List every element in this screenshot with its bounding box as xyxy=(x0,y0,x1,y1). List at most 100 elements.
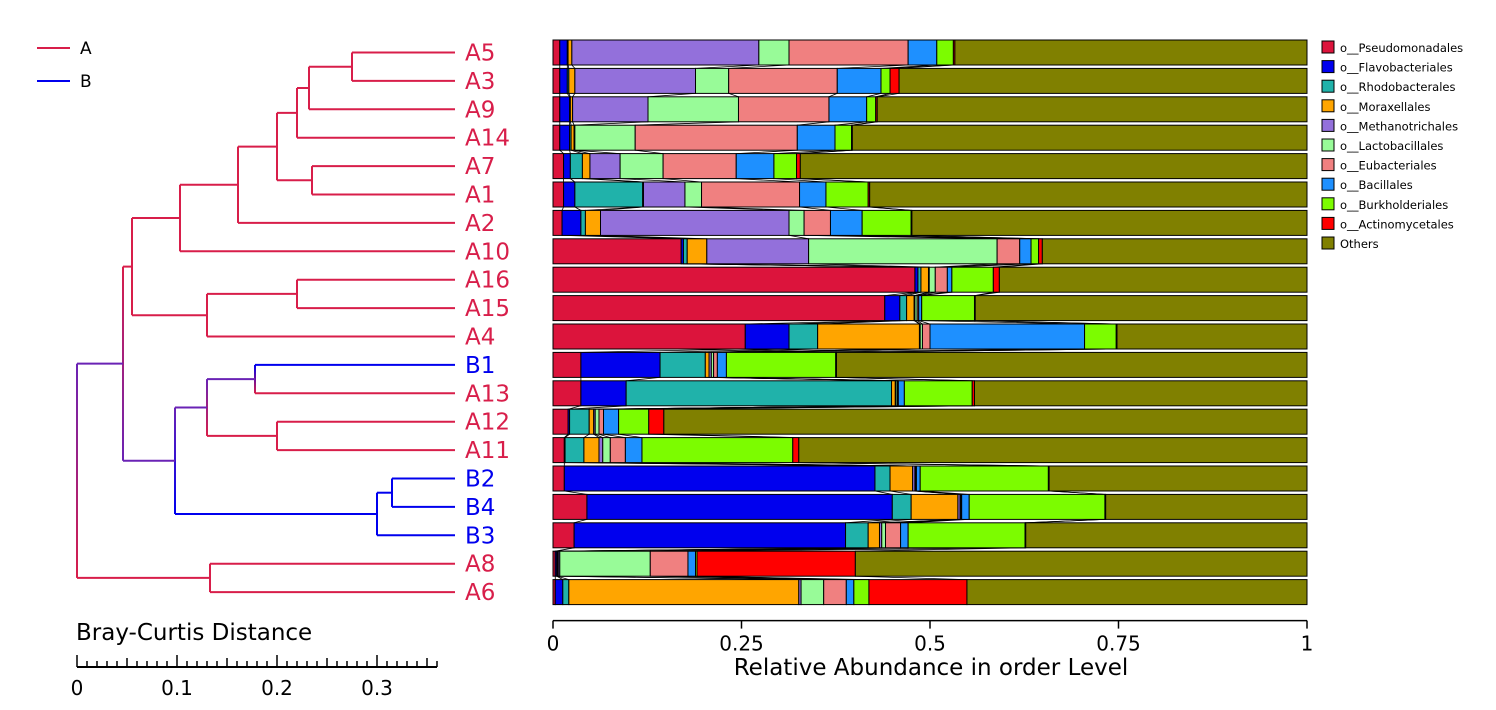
bar-segment-A11-0 xyxy=(552,437,565,464)
leaf-label-A3: A3 xyxy=(465,69,495,95)
connector-line xyxy=(650,575,824,580)
bar-segment-A9-1 xyxy=(559,96,571,123)
connector-line xyxy=(574,149,621,154)
leaf-label-A11: A11 xyxy=(465,438,510,464)
bar-segment-A3-5 xyxy=(695,67,730,94)
connector-line xyxy=(836,377,975,382)
bar-segment-A11-8 xyxy=(641,437,794,464)
connector-line xyxy=(999,263,1043,268)
legend-label: o__Flavobacteriales xyxy=(1340,61,1453,75)
connector-line xyxy=(914,291,930,296)
bar-segment-A2-8 xyxy=(861,209,912,236)
connector-line xyxy=(804,235,998,240)
bar-x-axis: 0 0.25 0.5 0.75 1 xyxy=(547,619,1313,656)
connector-line xyxy=(572,93,576,98)
connector-line xyxy=(800,178,870,183)
bar-segment-A8-10 xyxy=(854,550,1308,577)
bar-segment-A10-6 xyxy=(996,238,1021,265)
bar-segment-A12-6 xyxy=(598,408,605,435)
bar-segment-A1-6 xyxy=(701,181,801,208)
leaf-label-A10: A10 xyxy=(465,239,510,265)
connector-line xyxy=(635,121,739,126)
connector-line xyxy=(736,178,800,183)
bar-segment-A15-8 xyxy=(921,295,975,322)
bar-tick-label: 0 xyxy=(547,632,560,656)
connector-line xyxy=(706,263,929,268)
legend-label: Others xyxy=(1340,237,1379,251)
connector-line xyxy=(800,149,853,154)
bar-segment-A9-8 xyxy=(866,96,877,123)
stacked-bar-panel xyxy=(552,39,1308,606)
leaf-label-A2: A2 xyxy=(465,211,495,237)
dendrogram-tick-label: 0.1 xyxy=(161,676,193,700)
bar-segment-A5-7 xyxy=(907,39,938,66)
order-legend: o__Pseudomonadales o__Flavobacteriales o__… xyxy=(1321,40,1463,251)
bar-segment-A7-1 xyxy=(563,153,571,180)
bar-segment-A6-6 xyxy=(823,579,847,606)
connector-line xyxy=(626,377,661,382)
connector-line xyxy=(852,121,878,126)
bar-segment-A7-4 xyxy=(589,153,621,180)
connector-line xyxy=(641,462,921,467)
dendrogram-tick-label: 0 xyxy=(71,676,84,700)
bar-segment-A9-6 xyxy=(737,96,830,123)
legend-label: o__Burkholderiales xyxy=(1340,198,1448,212)
bar-segment-A16-7 xyxy=(946,266,953,293)
connector-line xyxy=(788,235,809,240)
connector-line xyxy=(564,433,570,438)
bar-segment-A6-5 xyxy=(800,579,825,606)
connector-line xyxy=(600,235,707,240)
connector-line xyxy=(845,519,893,524)
connector-line xyxy=(908,519,970,524)
bar-segment-B3-1 xyxy=(573,522,847,549)
bar-segment-A13-3 xyxy=(891,380,896,407)
bar-segment-A12-5 xyxy=(594,408,600,435)
bar-segment-B3-3 xyxy=(867,522,880,549)
bar-segment-A6-8 xyxy=(853,579,870,606)
bar-segment-A16-5 xyxy=(928,266,936,293)
legend-swatch xyxy=(1321,40,1335,54)
bar-segment-A11-7 xyxy=(624,437,643,464)
connector-line xyxy=(595,433,603,438)
connector-line xyxy=(884,291,915,296)
bar-segment-B2-2 xyxy=(874,465,891,492)
bar-segment-A11-4 xyxy=(598,437,604,464)
bar-segment-A16-6 xyxy=(934,266,948,293)
bar-segment-A12-2 xyxy=(569,408,590,435)
legend-swatch xyxy=(1321,79,1335,93)
connector-line xyxy=(589,178,644,183)
connector-line xyxy=(585,235,688,240)
connector-line xyxy=(828,93,838,98)
connector-line xyxy=(574,149,591,154)
connector-line xyxy=(900,519,962,524)
dendrogram-axis: 0 0.1 0.2 0.3 xyxy=(71,655,438,700)
bar-segment-B3-8 xyxy=(907,522,1026,549)
bar-segment-A5-4 xyxy=(571,39,760,66)
bar-segment-A13-8 xyxy=(903,380,973,407)
bar-segment-B3-10 xyxy=(1025,522,1308,549)
bar-segment-A5-10 xyxy=(954,39,1308,66)
bar-segment-A4-0 xyxy=(552,323,746,350)
connector-line xyxy=(559,149,564,154)
bar-segment-A4-7 xyxy=(929,323,1086,350)
connector-line xyxy=(618,433,643,438)
connector-line xyxy=(975,291,1000,296)
bar-segment-A12-10 xyxy=(663,408,1308,435)
connector-line xyxy=(880,64,937,69)
bar-segment-B1-0 xyxy=(552,351,582,378)
connector-line xyxy=(951,263,1032,268)
legend-swatch xyxy=(1321,197,1335,211)
connector-line xyxy=(598,433,611,438)
bar-segment-B4-10 xyxy=(1105,493,1308,520)
bar-segment-A1-7 xyxy=(799,181,827,208)
bar-segment-A11-9 xyxy=(792,437,800,464)
connector-line xyxy=(869,206,912,211)
connector-line xyxy=(571,64,576,69)
bar-segment-A5-1 xyxy=(559,39,568,66)
connector-line xyxy=(697,547,1026,552)
connector-line xyxy=(564,433,569,438)
bar-segment-A2-10 xyxy=(911,209,1308,236)
connector-line xyxy=(569,121,572,126)
bar-segment-B3-0 xyxy=(552,522,575,549)
